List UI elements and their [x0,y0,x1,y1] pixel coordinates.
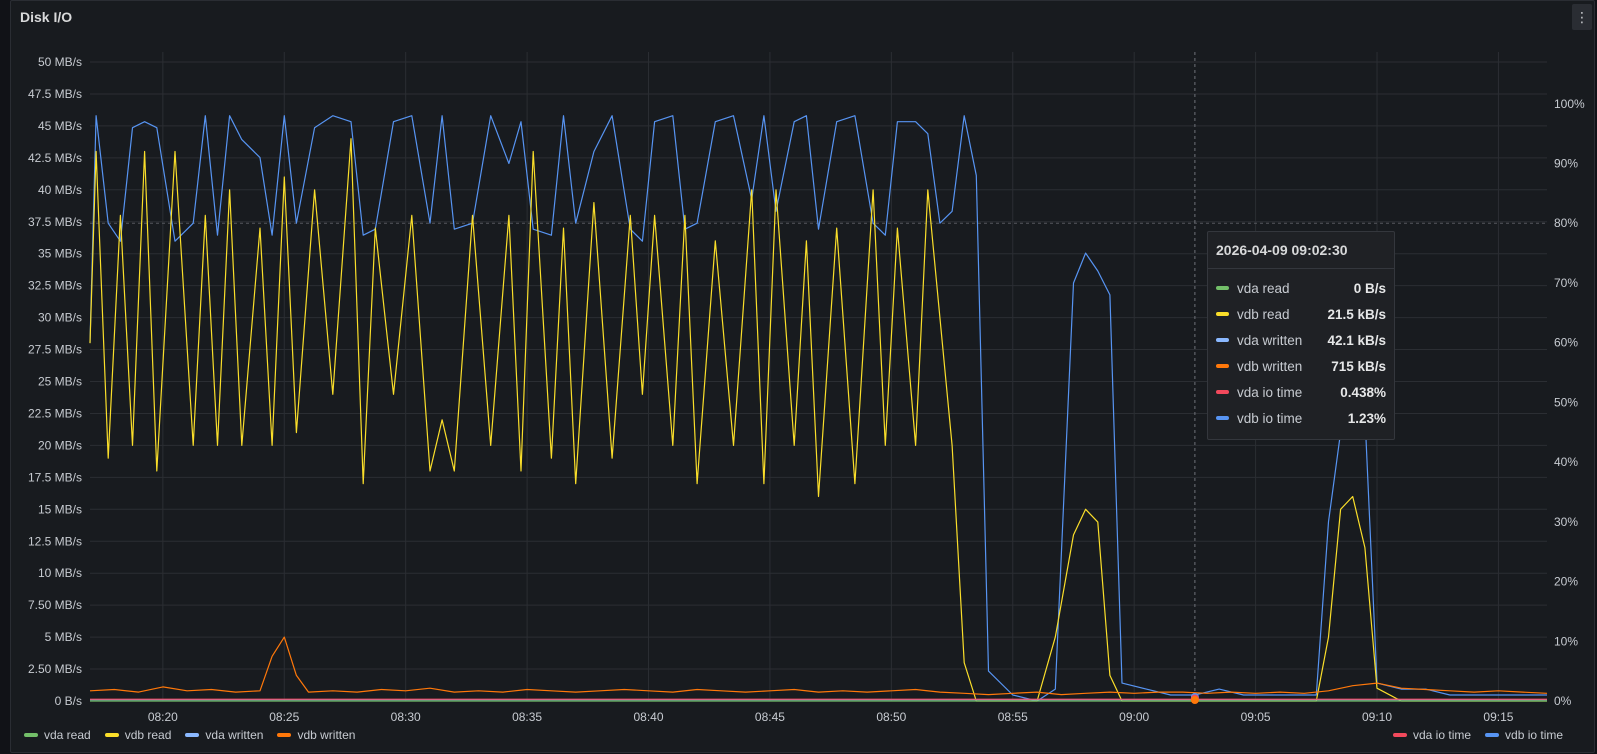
y-left-tick-label: 37.5 MB/s [28,215,82,229]
legend-swatch [104,733,119,737]
x-tick-label: 08:35 [512,710,542,724]
tooltip-row: vdb io time 1.23% [1208,405,1394,431]
y-left-tick-label: 17.5 MB/s [28,470,82,484]
legend-item-vdb-read[interactable]: vdb read [104,728,172,742]
y-left-tick-label: 25 MB/s [38,375,82,389]
tooltip-swatch [1216,338,1229,342]
y-left-tick-label: 32.5 MB/s [28,279,82,293]
legend-swatch [1485,733,1500,737]
tooltip-series-name: vda written [1237,332,1303,348]
tooltip-series-value: 0.438% [1340,384,1386,400]
y-left-tick-label: 40 MB/s [38,183,82,197]
legend-label: vdb written [297,728,356,742]
tooltip-series-name: vda io time [1237,384,1303,400]
y-left-tick-label: 50 MB/s [38,55,82,69]
y-right-tick-label: 70% [1554,276,1578,290]
tooltip-row: vda io time 0.438% [1208,379,1394,405]
y-left-tick-label: 27.5 MB/s [28,343,82,357]
tooltip-series-name: vdb read [1237,306,1290,322]
tooltip-series-name: vda read [1237,280,1290,296]
tooltip-row: vda written 42.1 kB/s [1208,327,1394,353]
panel-menu-icon[interactable]: ⋮ [1572,4,1592,30]
tooltip-row: vdb read 21.5 kB/s [1208,301,1394,327]
legend-label: vda written [205,728,264,742]
y-left-tick-label: 20 MB/s [38,438,82,452]
legend-label: vdb io time [1505,728,1564,742]
y-left-tick-label: 15 MB/s [38,502,82,516]
y-right-tick-label: 90% [1554,157,1578,171]
tooltip-series-value: 1.23% [1347,410,1386,426]
legend-label: vdb read [124,728,172,742]
y-right-tick-label: 20% [1554,575,1578,589]
y-left-tick-label: 30 MB/s [38,311,82,325]
hover-marker-vdb-written [1190,696,1199,704]
legend-label: vda read [44,728,91,742]
legend-item-vda-read[interactable]: vda read [24,728,91,742]
y-left-tick-label: 47.5 MB/s [28,87,82,101]
tooltip-time: 2026-04-09 09:02:30 [1208,232,1394,269]
y-left-tick-label: 10 MB/s [38,566,82,580]
x-tick-label: 08:30 [391,710,421,724]
y-left-tick-label: 42.5 MB/s [28,151,82,165]
tooltip-swatch [1216,312,1229,316]
legend-left: vda read vdb read vda written vdb written [24,728,355,742]
legend-swatch [24,733,38,737]
tooltip-series-name: vdb written [1237,358,1303,374]
tooltip-series-value: 0 B/s [1353,280,1386,296]
y-right-tick-label: 100% [1554,97,1585,111]
y-left-tick-label: 0 B/s [55,694,82,708]
y-right-tick-label: 80% [1554,216,1578,230]
x-tick-label: 08:55 [998,710,1028,724]
legend-right: vda io time vdb io time [1393,728,1563,742]
y-right-tick-label: 30% [1554,515,1578,529]
tooltip-series-value: 715 kB/s [1331,358,1386,374]
x-tick-label: 09:15 [1483,710,1513,724]
tooltip-swatch [1216,286,1229,290]
tooltip-series-value: 42.1 kB/s [1327,332,1386,348]
y-left-tick-label: 22.5 MB/s [28,406,82,420]
x-tick-label: 09:00 [1119,710,1149,724]
x-tick-label: 09:10 [1362,710,1392,724]
tooltip-swatch [1216,364,1229,368]
x-tick-label: 08:25 [269,710,299,724]
legend-item-vda-io-time[interactable]: vda io time [1393,728,1471,742]
y-left-tick-label: 45 MB/s [38,119,82,133]
y-left-tick-label: 7.50 MB/s [28,598,82,612]
y-left-tick-label: 2.50 MB/s [28,662,82,676]
y-right-tick-label: 10% [1554,634,1578,648]
tooltip-row: vdb written 715 kB/s [1208,353,1394,379]
y-left-tick-label: 5 MB/s [45,630,82,644]
tooltip-series-name: vdb io time [1237,410,1303,426]
legend-swatch [185,733,200,737]
x-tick-label: 09:05 [1241,710,1271,724]
hover-tooltip: 2026-04-09 09:02:30 vda read 0 B/s vdb rea… [1207,231,1395,440]
panel-title: Disk I/O [20,9,73,25]
legend-item-vdb-written[interactable]: vdb written [277,728,355,742]
legend-swatch [277,733,292,737]
legend-swatch [1393,733,1407,737]
x-tick-label: 08:20 [148,710,178,724]
y-right-tick-label: 50% [1554,395,1578,409]
y-left-tick-label: 35 MB/s [38,247,82,261]
tooltip-rows: vda read 0 B/s vdb read 21.5 kB/s vda writte… [1208,269,1394,431]
y-right-tick-label: 40% [1554,455,1578,469]
series-vdb-written[interactable] [89,636,1548,696]
legend-label: vda io time [1413,728,1472,742]
x-tick-label: 08:50 [876,710,906,724]
y-right-tick-label: 60% [1554,336,1578,350]
tooltip-series-value: 21.5 kB/s [1327,306,1386,322]
y-right-tick-label: 0% [1554,694,1572,708]
tooltip-swatch [1216,416,1229,420]
x-tick-label: 08:40 [634,710,664,724]
x-tick-label: 08:45 [755,710,785,724]
tooltip-swatch [1216,390,1229,394]
legend-item-vda-written[interactable]: vda written [185,728,263,742]
tooltip-row: vda read 0 B/s [1208,275,1394,301]
legend-item-vdb-io-time[interactable]: vdb io time [1485,728,1563,742]
y-left-tick-label: 12.5 MB/s [28,534,82,548]
